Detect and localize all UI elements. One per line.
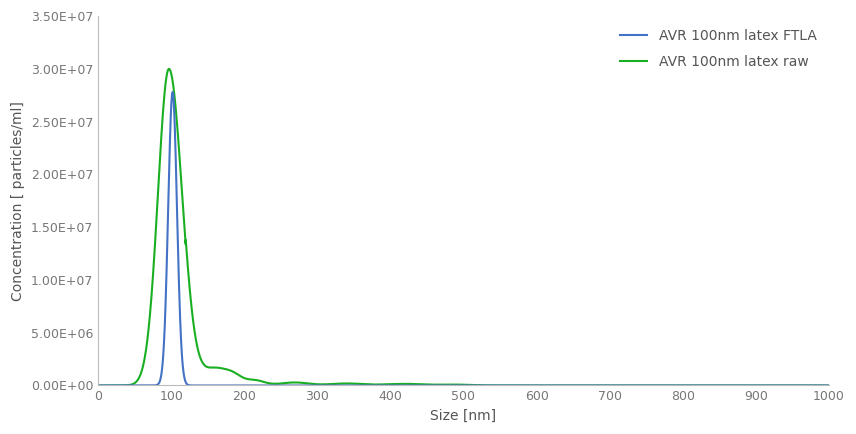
AVR 100nm latex raw <box>163 66 174 72</box>
AVR 100nm latex raw <box>236 374 247 379</box>
AVR 100nm latex FTLA <box>93 383 104 388</box>
AVR 100nm latex FTLA <box>168 89 178 95</box>
AVR 100nm latex raw <box>93 383 104 388</box>
AVR 100nm latex raw <box>96 383 106 388</box>
AVR 100nm latex raw <box>823 383 834 388</box>
AVR 100nm latex raw <box>450 382 461 387</box>
AVR 100nm latex FTLA <box>137 383 147 388</box>
AVR 100nm latex raw <box>123 382 134 388</box>
X-axis label: Size [nm]: Size [nm] <box>431 409 496 423</box>
AVR 100nm latex raw <box>785 383 795 388</box>
AVR 100nm latex FTLA <box>96 383 106 388</box>
Y-axis label: Concentration [ particles/ml]: Concentration [ particles/ml] <box>11 101 25 301</box>
AVR 100nm latex FTLA <box>336 383 347 388</box>
AVR 100nm latex FTLA <box>823 383 834 388</box>
Line: AVR 100nm latex FTLA: AVR 100nm latex FTLA <box>98 92 829 385</box>
Line: AVR 100nm latex raw: AVR 100nm latex raw <box>98 69 829 385</box>
AVR 100nm latex FTLA <box>785 383 795 388</box>
AVR 100nm latex raw <box>137 368 147 373</box>
AVR 100nm latex FTLA <box>123 383 134 388</box>
AVR 100nm latex FTLA <box>450 383 461 388</box>
Legend: AVR 100nm latex FTLA, AVR 100nm latex raw: AVR 100nm latex FTLA, AVR 100nm latex ra… <box>614 23 822 75</box>
AVR 100nm latex FTLA <box>236 383 247 388</box>
